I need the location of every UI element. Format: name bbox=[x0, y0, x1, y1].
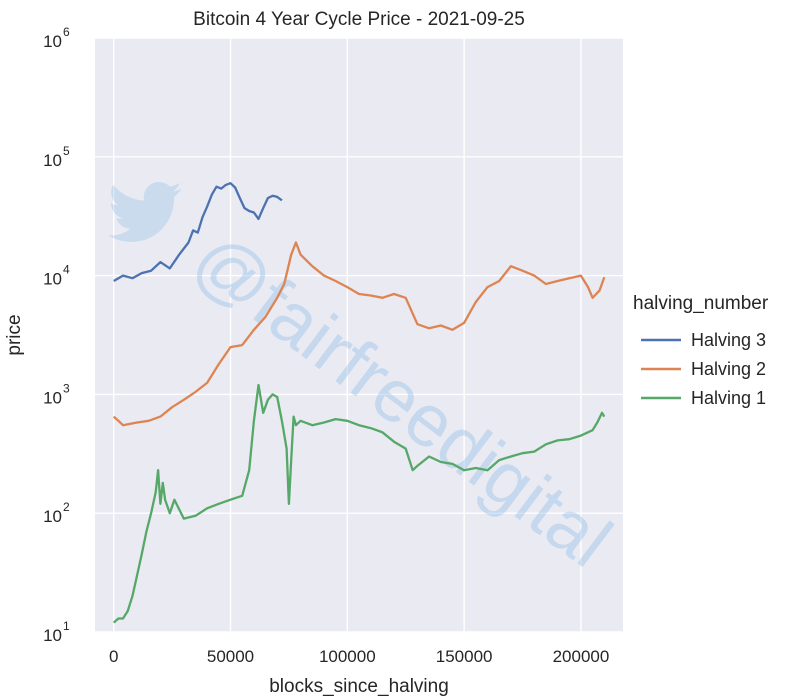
y-tick-label: 10 bbox=[43, 270, 62, 289]
grid bbox=[95, 37, 623, 633]
series-line-halving-3 bbox=[113, 182, 283, 282]
x-tick-label: 150000 bbox=[436, 647, 493, 666]
y-axis-title: price bbox=[4, 314, 25, 355]
legend-title: halving_number bbox=[633, 293, 769, 314]
x-tick-label: 200000 bbox=[553, 647, 610, 666]
y-tick-exponent: 1 bbox=[63, 619, 70, 633]
legend-label-halving-3: Halving 3 bbox=[691, 330, 766, 350]
y-tick-label: 10 bbox=[43, 32, 62, 51]
y-tick-label: 10 bbox=[43, 388, 62, 407]
y-tick-exponent: 3 bbox=[63, 381, 70, 395]
series-line-halving-2 bbox=[112, 241, 606, 427]
legend: halving_number Halving 3 Halving 2 Halving… bbox=[633, 293, 769, 408]
x-axis-title: blocks_since_halving bbox=[269, 676, 449, 697]
x-tick-label: 0 bbox=[109, 647, 118, 666]
y-tick-exponent: 6 bbox=[63, 25, 70, 39]
x-tick-labels: 0 50000 100000 150000 200000 bbox=[109, 647, 609, 666]
y-tick-exponent: 2 bbox=[63, 500, 70, 514]
twitter-bird-icon bbox=[108, 181, 182, 242]
y-tick-exponent: 4 bbox=[63, 263, 70, 277]
legend-label-halving-1: Halving 1 bbox=[691, 388, 766, 408]
plot-area bbox=[95, 38, 623, 632]
y-tick-label: 10 bbox=[43, 626, 62, 645]
x-tick-label: 100000 bbox=[319, 647, 376, 666]
y-tick-label: 10 bbox=[43, 151, 62, 170]
x-tick-label: 50000 bbox=[207, 647, 254, 666]
y-tick-exponent: 5 bbox=[63, 144, 70, 158]
series-lines bbox=[112, 182, 606, 624]
chart-title: Bitcoin 4 Year Cycle Price - 2021-09-25 bbox=[193, 9, 525, 30]
series-line-halving-1 bbox=[112, 383, 606, 624]
legend-label-halving-2: Halving 2 bbox=[691, 359, 766, 379]
y-tick-label: 10 bbox=[43, 507, 62, 526]
